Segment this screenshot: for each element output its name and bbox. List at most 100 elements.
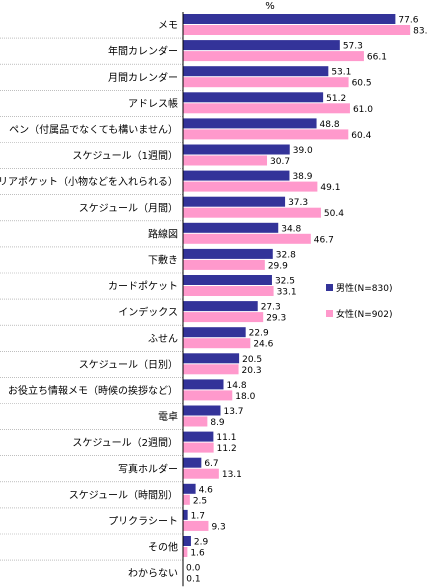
- value-label-male: 37.3: [288, 198, 308, 208]
- value-label-male: 32.8: [276, 250, 296, 260]
- value-label-female: 0.1: [186, 575, 200, 585]
- value-label-male: 34.8: [281, 224, 301, 234]
- bar-male: [183, 118, 317, 129]
- category-label: 月間カレンダー: [108, 71, 178, 84]
- value-label-male: 57.3: [343, 42, 363, 52]
- value-label-male: 0.0: [186, 564, 201, 574]
- legend-label-female: 女性(N=902): [336, 308, 392, 320]
- category-label: その他: [148, 541, 178, 554]
- value-label-male: 53.1: [331, 68, 351, 78]
- bar-male: [183, 379, 224, 390]
- category-label: カードポケット: [108, 281, 178, 293]
- value-label-female: 46.7: [314, 235, 334, 245]
- value-label-male: 27.3: [261, 303, 281, 313]
- bar-female: [183, 181, 318, 192]
- bar-female: [183, 259, 265, 270]
- bar-male: [183, 405, 221, 416]
- value-label-female: 30.7: [270, 157, 290, 167]
- value-label-female: 18.0: [235, 392, 255, 402]
- bar-male: [183, 14, 396, 24]
- value-label-female: 1.6: [190, 549, 205, 559]
- value-label-male: 11.1: [216, 433, 236, 443]
- value-label-male: 32.5: [275, 277, 295, 287]
- value-label-female: 29.9: [268, 261, 288, 271]
- category-label: スケジュール（1週間）: [72, 150, 178, 162]
- value-label-male: 39.0: [293, 146, 313, 156]
- value-label-male: 20.5: [242, 355, 262, 365]
- bar-male: [183, 40, 340, 51]
- bar-male: [183, 144, 290, 155]
- value-label-female: 60.4: [351, 131, 371, 141]
- value-label-male: 4.6: [199, 485, 214, 495]
- value-label-male: 77.6: [398, 16, 418, 26]
- category-label: 電卓: [158, 411, 178, 423]
- bar-male: [183, 248, 273, 259]
- chart-rows: メモ 77.683.0 年間カレンダー 57.3 66.1 月間カレンダー 53.160.5…: [0, 14, 427, 585]
- bar-male: [183, 222, 279, 233]
- bar-male: [183, 509, 188, 520]
- bar-female: [183, 390, 233, 401]
- bar-female: [183, 155, 268, 166]
- bar-male: [183, 536, 191, 546]
- category-label: スケジュール（時間別）: [69, 489, 178, 501]
- bar-female: [183, 233, 311, 244]
- bar-female: [183, 207, 321, 218]
- bar-male: [183, 353, 240, 364]
- bar-male: [183, 327, 246, 338]
- category-label: メモ: [158, 21, 178, 32]
- value-label-female: 9.3: [211, 522, 225, 532]
- bar-female: [183, 338, 251, 349]
- category-label: スケジュール（日別）: [79, 359, 178, 371]
- bar-male: [183, 170, 290, 181]
- value-label-female: 50.4: [324, 209, 344, 219]
- value-label-male: 13.7: [223, 407, 243, 417]
- legend: 男性(N=830) 女性(N=902): [326, 282, 392, 320]
- value-label-female: 2.5: [193, 496, 207, 506]
- value-label-female: 66.1: [367, 53, 387, 63]
- bar-female: [183, 25, 411, 35]
- value-label-male: 14.8: [227, 381, 247, 391]
- bar-female: [183, 442, 214, 453]
- category-label: アドレス帳: [128, 97, 178, 110]
- value-label-male: 1.7: [191, 511, 205, 521]
- bar-male: [183, 275, 272, 285]
- value-label-female: 33.1: [277, 288, 297, 298]
- bar-female: [183, 103, 350, 114]
- value-label-female: 13.1: [222, 470, 242, 480]
- bar-male: [183, 431, 214, 442]
- bar-female: [183, 547, 188, 557]
- value-label-male: 48.8: [320, 120, 340, 130]
- value-label-female: 61.0: [353, 105, 373, 115]
- unit-label: %: [265, 1, 275, 12]
- bar-female: [183, 364, 239, 375]
- category-label: スケジュール（月間）: [79, 202, 178, 214]
- bar-female: [183, 129, 349, 140]
- bar-female: [183, 468, 219, 479]
- bar-male: [183, 483, 196, 494]
- value-label-female: 49.1: [320, 183, 340, 193]
- value-label-male: 22.9: [249, 329, 269, 339]
- value-label-female: 11.2: [217, 444, 237, 454]
- category-label: クリアポケット（小物などを入れられる）: [0, 175, 178, 188]
- category-label: インデックス: [118, 306, 178, 319]
- bar-female: [183, 286, 274, 296]
- category-label: ペン（付属品でなくても構いません）: [9, 123, 178, 136]
- bar-female: [183, 77, 349, 88]
- value-label-male: 6.7: [204, 459, 218, 469]
- bar-female: [183, 51, 364, 62]
- legend-swatch-female: [326, 310, 333, 317]
- value-label-female: 60.5: [352, 79, 372, 89]
- category-label: スケジュール（2週間）: [72, 437, 178, 449]
- category-label: お役立ち情報メモ（時候の挨拶など）: [8, 384, 178, 397]
- legend-swatch-male: [326, 284, 333, 291]
- legend-label-male: 男性(N=830): [336, 282, 392, 294]
- value-label-female: 20.3: [242, 366, 262, 376]
- category-label: 写真ホルダー: [118, 462, 178, 475]
- value-label-female: 83.0: [413, 27, 427, 37]
- category-label: プリクラシート: [108, 515, 178, 527]
- value-label-male: 2.9: [194, 538, 209, 548]
- value-label-female: 29.3: [266, 314, 286, 324]
- value-label-male: 51.2: [326, 94, 346, 104]
- category-label: ふせん: [148, 333, 178, 345]
